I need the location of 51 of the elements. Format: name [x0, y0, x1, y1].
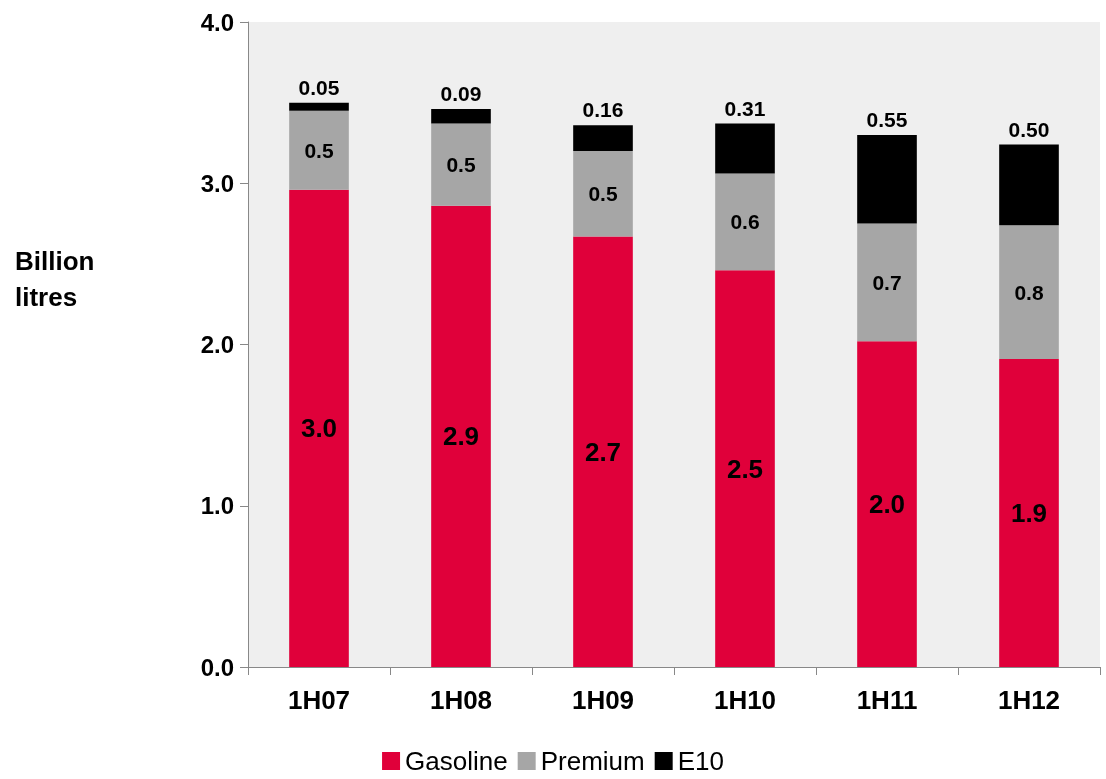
- data-label: 2.7: [584, 436, 622, 467]
- data-label: 0.09: [440, 82, 482, 106]
- bar: [857, 341, 917, 667]
- y-axis-title: Billion litres: [15, 246, 95, 312]
- legend-label: E10: [677, 746, 724, 776]
- data-label: 0.5: [304, 138, 334, 162]
- x-tick-label: 1H08: [429, 685, 493, 715]
- bar: [573, 151, 633, 237]
- data-label: 0.55: [866, 107, 908, 131]
- data-label: 2.0: [868, 489, 906, 520]
- bar: [857, 134, 917, 224]
- bar: [999, 144, 1059, 226]
- data-label: 0.05: [298, 75, 340, 99]
- data-label: 0.6: [730, 210, 760, 234]
- data-label: 0.7: [872, 270, 902, 294]
- bar: [999, 225, 1059, 360]
- bar: [289, 189, 349, 667]
- y-tick-label: 0.0: [200, 653, 234, 681]
- x-tick-label: 1H09: [571, 685, 635, 715]
- bar: [999, 359, 1059, 667]
- legend-label: Gasoline: [405, 746, 508, 776]
- data-label: 2.9: [442, 421, 480, 452]
- data-label: 0.16: [582, 98, 624, 122]
- bar: [431, 123, 491, 206]
- bar: [289, 110, 349, 190]
- y-tick-label: 1.0: [200, 492, 234, 520]
- x-tick-label: 1H11: [856, 685, 918, 715]
- data-label: 3.0: [300, 413, 338, 444]
- data-label: 0.50: [1008, 117, 1050, 141]
- bar: [289, 102, 349, 111]
- bar: [431, 205, 491, 667]
- x-tick-label: 1H07: [287, 685, 351, 715]
- y-tick-label: 4.0: [200, 8, 234, 36]
- bar: [715, 123, 775, 174]
- x-tick-label: 1H10: [713, 685, 777, 715]
- data-label: 0.31: [724, 96, 766, 120]
- bar: [573, 125, 633, 151]
- data-label: 2.5: [726, 453, 764, 484]
- bar: [715, 270, 775, 667]
- data-label: 0.5: [588, 182, 618, 206]
- data-label: 1.9: [1010, 498, 1048, 529]
- data-label: 0.5: [446, 153, 476, 177]
- y-tick-label: 3.0: [200, 169, 234, 197]
- data-label: 0.8: [1014, 280, 1044, 304]
- y-tick-label: 2.0: [200, 331, 234, 358]
- legend-label: Premium: [540, 746, 645, 776]
- bar: [431, 109, 491, 124]
- bar: [857, 223, 917, 342]
- bar: [715, 173, 775, 271]
- x-tick-label: 1H12: [997, 685, 1061, 715]
- bar: [573, 236, 633, 667]
